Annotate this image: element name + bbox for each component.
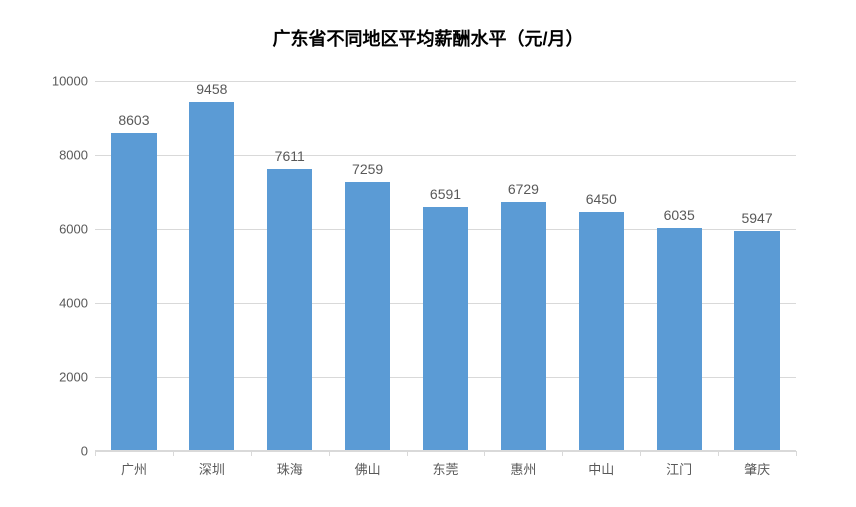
- bar: [423, 207, 468, 451]
- bar: [734, 231, 779, 451]
- x-tick-mark: [407, 451, 408, 456]
- x-tick-mark: [484, 451, 485, 456]
- bar-value-label: 6450: [586, 191, 617, 207]
- y-tick-label: 6000: [40, 222, 88, 237]
- bar-value-label: 5947: [741, 210, 772, 226]
- bars-area: 8603 9458 7611 7259 6591 6729 6450 6035 5947: [95, 81, 796, 451]
- x-tick-mark: [251, 451, 252, 456]
- bar-value-label: 7259: [352, 161, 383, 177]
- bar: [189, 102, 234, 451]
- x-tick-label: 广州: [95, 459, 173, 478]
- x-tick-mark: [95, 451, 96, 456]
- chart-title: 广东省不同地区平均薪酬水平（元/月）: [40, 25, 816, 51]
- bar-value-label: 6591: [430, 186, 461, 202]
- x-tick-label: 佛山: [329, 459, 407, 478]
- bar-value-label: 9458: [196, 81, 227, 97]
- bar-group: 7611: [251, 81, 329, 451]
- bar: [501, 202, 546, 451]
- x-axis-line: [95, 450, 796, 451]
- x-tick-mark: [718, 451, 719, 456]
- bar-group: 7259: [329, 81, 407, 451]
- bar-group: 8603: [95, 81, 173, 451]
- bar: [579, 212, 624, 451]
- bar-group: 6035: [640, 81, 718, 451]
- x-tick-mark: [562, 451, 563, 456]
- bar-group: 5947: [718, 81, 796, 451]
- y-tick-label: 0: [40, 444, 88, 459]
- bar-group: 9458: [173, 81, 251, 451]
- bar-group: 6729: [484, 81, 562, 451]
- x-tick-mark: [173, 451, 174, 456]
- grid-line: [95, 451, 796, 452]
- x-tick-label: 惠州: [484, 459, 562, 478]
- x-tick-label: 肇庆: [718, 459, 796, 478]
- x-tick-mark: [329, 451, 330, 456]
- y-tick-label: 8000: [40, 148, 88, 163]
- x-tick-label: 东莞: [407, 459, 485, 478]
- y-tick-label: 4000: [40, 296, 88, 311]
- plot-area: 0200040006000800010000 86039458761172596…: [95, 81, 796, 451]
- y-tick-label: 2000: [40, 370, 88, 385]
- bar: [267, 169, 312, 451]
- x-tick-label: 珠海: [251, 459, 329, 478]
- x-axis: 广州深圳珠海佛山东莞惠州中山江门肇庆: [95, 459, 796, 478]
- y-tick-label: 10000: [40, 74, 88, 89]
- bar: [111, 133, 156, 451]
- bar-group: 6591: [407, 81, 485, 451]
- bar: [345, 182, 390, 451]
- bar-value-label: 8603: [118, 112, 149, 128]
- x-tick-label: 中山: [562, 459, 640, 478]
- x-tick-mark: [796, 451, 797, 456]
- x-tick-mark: [640, 451, 641, 456]
- chart-container: 广东省不同地区平均薪酬水平（元/月） 0 2000 4000 6000 8000 1000…: [0, 0, 856, 507]
- bar-value-label: 6035: [664, 207, 695, 223]
- bar-value-label: 7611: [275, 148, 305, 164]
- x-tick-label: 江门: [640, 459, 718, 478]
- x-tick-label: 深圳: [173, 459, 251, 478]
- bar-value-label: 6729: [508, 181, 539, 197]
- bar: [657, 228, 702, 451]
- bar-group: 6450: [562, 81, 640, 451]
